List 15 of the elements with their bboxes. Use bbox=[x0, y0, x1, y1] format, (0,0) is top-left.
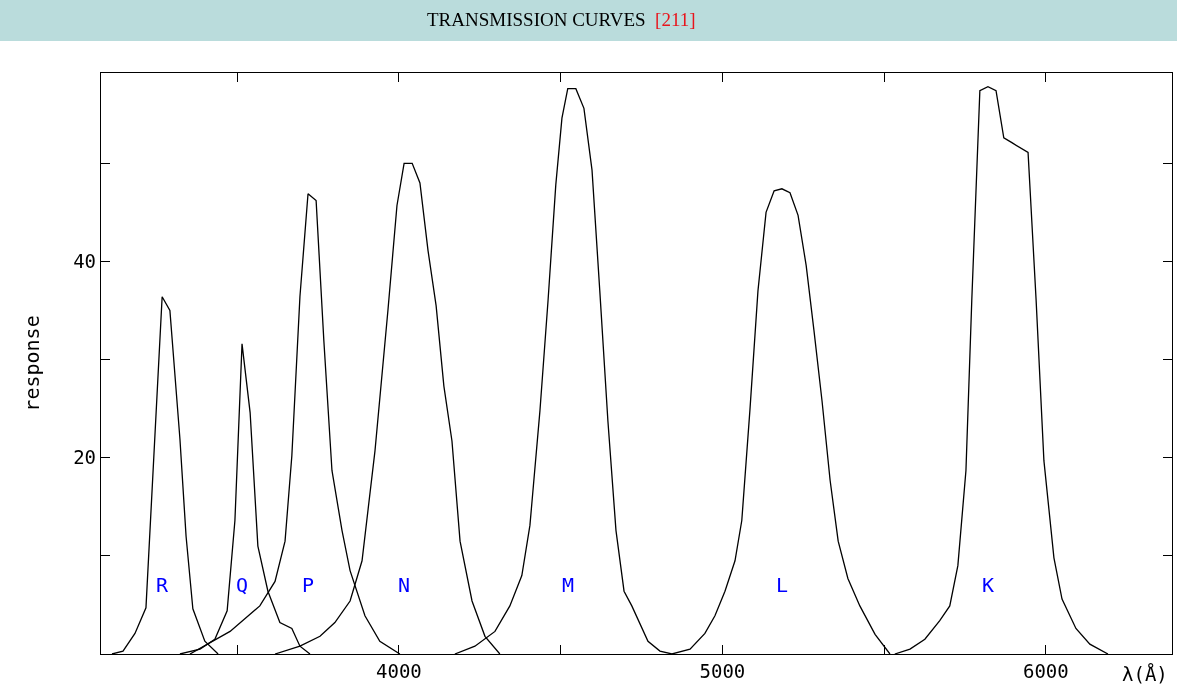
y-axis-title: response bbox=[19, 315, 44, 412]
chart-title: TRANSMISSION CURVES [211] bbox=[427, 9, 696, 30]
series-label: P bbox=[302, 573, 315, 597]
series-label: M bbox=[562, 573, 575, 597]
y-tick-label: 20 bbox=[73, 446, 97, 469]
x-axis-title: λ(Å) bbox=[1122, 663, 1168, 685]
x-tick-label: 4000 bbox=[376, 659, 422, 682]
series-label: R bbox=[156, 573, 169, 597]
x-tick-label: 5000 bbox=[699, 659, 746, 682]
series-label: K bbox=[982, 573, 995, 597]
y-tick-label: 40 bbox=[73, 250, 97, 273]
x-tick-label: 6000 bbox=[1022, 659, 1069, 682]
text: L bbox=[776, 573, 789, 597]
series-label: N bbox=[398, 573, 411, 597]
series-label: Q bbox=[236, 573, 249, 597]
